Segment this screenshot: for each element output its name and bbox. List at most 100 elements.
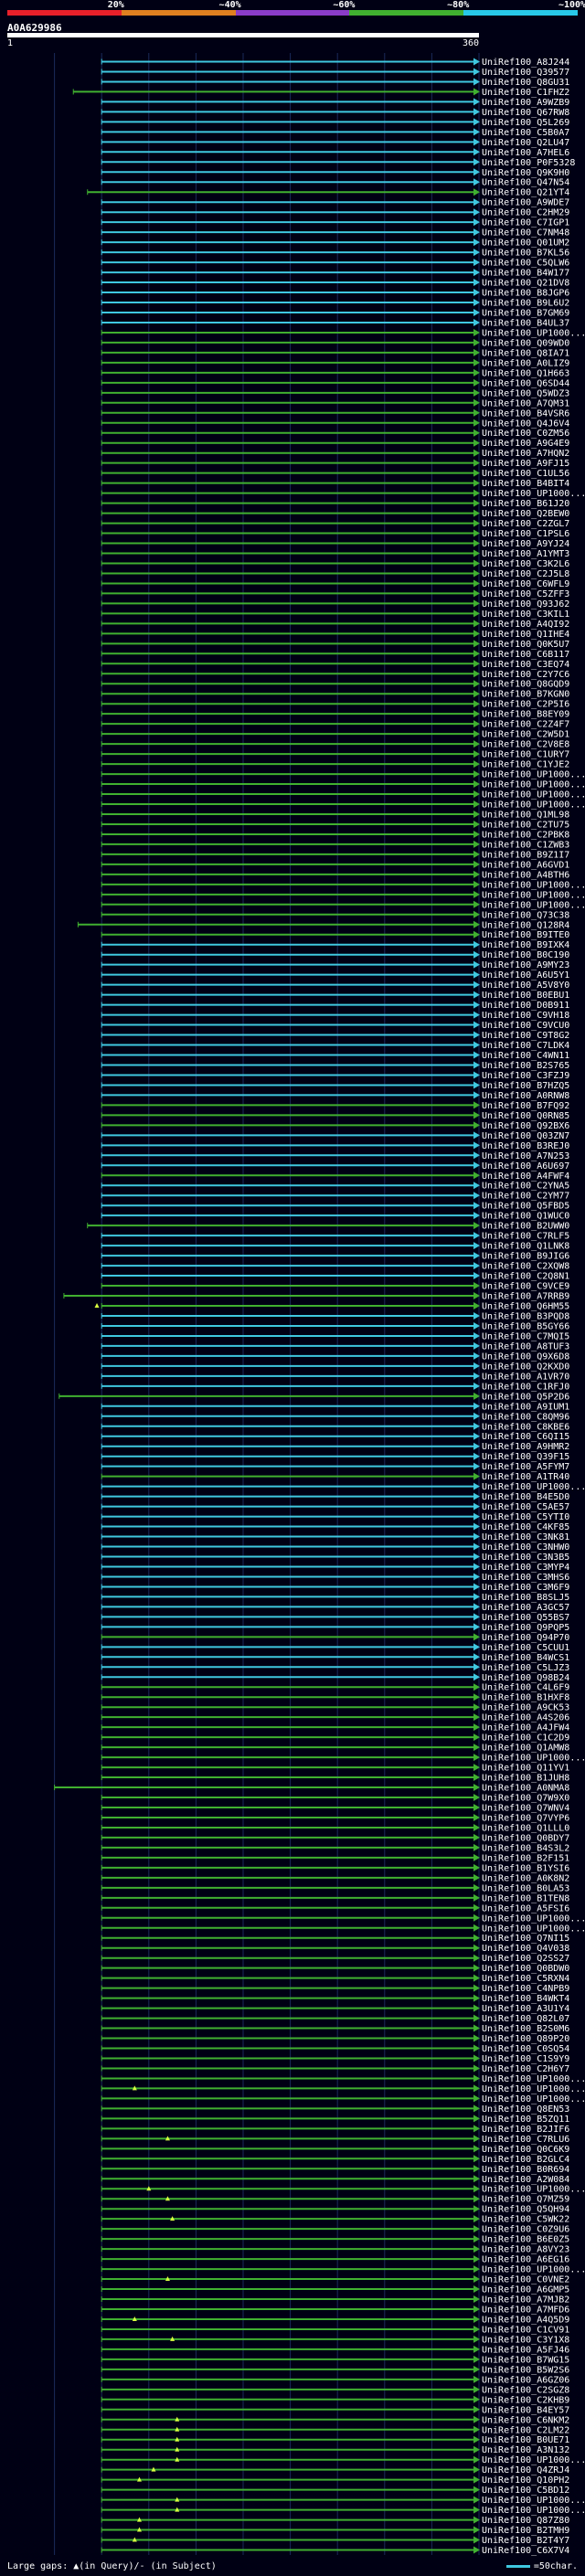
- hit-row[interactable]: UniRef100_C3N3B5: [101, 1553, 569, 1563]
- hit-row[interactable]: UniRef100_B5W2S6: [101, 2365, 569, 2375]
- hit-label[interactable]: UniRef100_Q93J62: [482, 599, 569, 610]
- hit-label[interactable]: UniRef100_Q9K9H0: [482, 168, 569, 178]
- hit-label[interactable]: UniRef100_B1HXF8: [482, 1693, 569, 1703]
- hit-label[interactable]: UniRef100_Q98B24: [482, 1673, 569, 1683]
- hit-label[interactable]: UniRef100_B4BIT4: [482, 479, 569, 489]
- hit-row[interactable]: UniRef100_UP1000...: [101, 2455, 585, 2465]
- hit-row[interactable]: UniRef100_C7RLF5: [101, 1232, 569, 1242]
- hit-row[interactable]: UniRef100_Q0BDY7: [101, 1833, 569, 1843]
- hit-label[interactable]: UniRef100_A0RNW8: [482, 1091, 569, 1101]
- hit-label[interactable]: UniRef100_C1URY7: [482, 750, 569, 760]
- hit-label[interactable]: UniRef100_A9CK53: [482, 1703, 569, 1713]
- hit-label[interactable]: UniRef100_C2W5D1: [482, 730, 569, 740]
- hit-row[interactable]: UniRef100_Q7NI15: [101, 1934, 569, 1944]
- hit-label[interactable]: UniRef100_C2ZGL7: [482, 519, 569, 529]
- hit-label[interactable]: UniRef100_UP1000...: [482, 780, 585, 790]
- hit-label[interactable]: UniRef100_Q0BDW0: [482, 1964, 569, 1974]
- hit-label[interactable]: UniRef100_UP1000...: [482, 1924, 585, 1934]
- hit-row[interactable]: UniRef100_A9IUM1: [101, 1402, 569, 1412]
- hit-row[interactable]: UniRef100_C5CUU1: [101, 1643, 569, 1653]
- hit-row[interactable]: UniRef100_B1TEN8: [101, 1893, 569, 1903]
- hit-label[interactable]: UniRef100_B7FQ92: [482, 1101, 569, 1111]
- hit-row[interactable]: UniRef100_A4Q5D9: [101, 2315, 569, 2325]
- hit-row[interactable]: UniRef100_Q94P70: [101, 1633, 569, 1643]
- hit-row[interactable]: UniRef100_A0NMA8: [54, 1784, 570, 1794]
- hit-row[interactable]: UniRef100_C6WFL9: [101, 579, 569, 589]
- hit-label[interactable]: UniRef100_B0LA53: [482, 1883, 569, 1893]
- hit-row[interactable]: UniRef100_Q87Z80: [101, 2516, 569, 2526]
- hit-row[interactable]: UniRef100_Q03ZN7: [101, 1131, 569, 1141]
- hit-label[interactable]: UniRef100_Q01UM2: [482, 239, 569, 249]
- hit-row[interactable]: UniRef100_B3PQD8: [101, 1311, 569, 1321]
- hit-label[interactable]: UniRef100_A7MFD6: [482, 2305, 569, 2315]
- hit-row[interactable]: UniRef100_C9T8G2: [101, 1031, 569, 1041]
- hit-row[interactable]: UniRef100_B2UWW0: [87, 1222, 570, 1232]
- hit-row[interactable]: UniRef100_C0VNE2: [101, 2275, 569, 2285]
- hit-row[interactable]: UniRef100_Q9PQP5: [101, 1623, 569, 1633]
- hit-label[interactable]: UniRef100_A5FJ46: [482, 2345, 569, 2355]
- hit-label[interactable]: UniRef100_A2W084: [482, 2175, 569, 2185]
- hit-row[interactable]: UniRef100_C3NK81: [101, 1532, 569, 1542]
- hit-label[interactable]: UniRef100_B8EY09: [482, 710, 569, 720]
- hit-label[interactable]: UniRef100_A1TR40: [482, 1472, 569, 1482]
- hit-label[interactable]: UniRef100_B5GY66: [482, 1321, 569, 1331]
- hit-label[interactable]: UniRef100_C4NPB9: [482, 1984, 569, 1994]
- hit-label[interactable]: UniRef100_C5YTI0: [482, 1512, 569, 1522]
- hit-label[interactable]: UniRef100_C6QI15: [482, 1432, 569, 1442]
- hit-row[interactable]: UniRef100_A5V8Y0: [101, 981, 569, 991]
- hit-row[interactable]: UniRef100_Q1LLL0: [101, 1823, 569, 1833]
- hit-row[interactable]: UniRef100_Q1AMW8: [101, 1744, 569, 1754]
- hit-label[interactable]: UniRef100_A4QI92: [482, 620, 569, 630]
- hit-label[interactable]: UniRef100_Q0RN85: [482, 1111, 569, 1121]
- hit-row[interactable]: UniRef100_B4WCS1: [101, 1653, 569, 1663]
- hit-row[interactable]: UniRef100_UP1000...: [101, 1924, 585, 1934]
- hit-label[interactable]: UniRef100_C2YM77: [482, 1192, 569, 1202]
- hit-row[interactable]: UniRef100_C1S9Y9: [101, 2054, 569, 2064]
- hit-row[interactable]: UniRef100_B4W177: [101, 269, 569, 279]
- hit-label[interactable]: UniRef100_Q2SS27: [482, 1954, 569, 1964]
- hit-label[interactable]: UniRef100_C5RXN4: [482, 1974, 569, 1984]
- hit-label[interactable]: UniRef100_UP1000...: [482, 1482, 585, 1492]
- hit-row[interactable]: UniRef100_C7MQI5: [101, 1331, 569, 1341]
- hit-row[interactable]: UniRef100_A3N132: [101, 2445, 569, 2455]
- hit-row[interactable]: UniRef100_A5FYM7: [101, 1462, 569, 1472]
- hit-row[interactable]: UniRef100_B4VSR6: [101, 408, 569, 419]
- hit-row[interactable]: UniRef100_B5ZQ11: [101, 2115, 569, 2125]
- hit-row[interactable]: UniRef100_A6GZ06: [101, 2375, 569, 2385]
- hit-row[interactable]: UniRef100_A9CK53: [101, 1703, 569, 1713]
- hit-row[interactable]: UniRef100_C7RLU6: [101, 2135, 569, 2145]
- hit-label[interactable]: UniRef100_A6U697: [482, 1161, 569, 1171]
- hit-row[interactable]: UniRef100_C1ZWB3: [101, 840, 569, 850]
- hit-label[interactable]: UniRef100_B7GM69: [482, 308, 569, 318]
- hit-label[interactable]: UniRef100_C6X7V4: [482, 2546, 569, 2556]
- hit-row[interactable]: UniRef100_Q2KXD0: [101, 1362, 569, 1372]
- hit-label[interactable]: UniRef100_B4VSR6: [482, 408, 569, 419]
- hit-row[interactable]: UniRef100_UP1000...: [101, 328, 585, 338]
- hit-row[interactable]: UniRef100_A7HQN2: [101, 449, 569, 459]
- hit-row[interactable]: UniRef100_Q67RW8: [101, 108, 569, 118]
- hit-row[interactable]: UniRef100_A4FWF4: [101, 1171, 569, 1182]
- hit-label[interactable]: UniRef100_Q89P20: [482, 2034, 569, 2044]
- hit-label[interactable]: UniRef100_C7IGP1: [482, 218, 569, 228]
- hit-label[interactable]: UniRef100_Q5L269: [482, 118, 569, 128]
- hit-row[interactable]: UniRef100_Q4J6V4: [101, 419, 569, 429]
- hit-row[interactable]: UniRef100_B2JIF6: [101, 2125, 569, 2135]
- hit-label[interactable]: UniRef100_C4L6F9: [482, 1683, 569, 1693]
- hit-row[interactable]: UniRef100_A6GMP5: [101, 2285, 569, 2295]
- hit-label[interactable]: UniRef100_B2UWW0: [482, 1222, 569, 1232]
- hit-row[interactable]: UniRef100_Q5L269: [101, 118, 569, 128]
- hit-label[interactable]: UniRef100_C3N3B5: [482, 1553, 569, 1563]
- hit-label[interactable]: UniRef100_C2Y7C6: [482, 670, 569, 680]
- hit-row[interactable]: UniRef100_Q5P2D6: [58, 1392, 570, 1402]
- hit-row[interactable]: UniRef100_C5AE57: [101, 1502, 569, 1512]
- hit-label[interactable]: UniRef100_C5QLW6: [482, 259, 569, 269]
- hit-label[interactable]: UniRef100_A4Q5D9: [482, 2315, 569, 2325]
- hit-label[interactable]: UniRef100_Q8EN53: [482, 2104, 569, 2115]
- hit-label[interactable]: UniRef100_UP1000...: [482, 2084, 585, 2094]
- hit-label[interactable]: UniRef100_C3M6F9: [482, 1583, 569, 1593]
- hit-row[interactable]: UniRef100_C1PSL6: [101, 529, 569, 539]
- hit-row[interactable]: UniRef100_C2V8E8: [101, 740, 569, 750]
- hit-row[interactable]: UniRef100_Q8EN53: [101, 2104, 569, 2115]
- hit-row[interactable]: UniRef100_B2T4Y7: [101, 2536, 569, 2546]
- hit-row[interactable]: UniRef100_Q4ZRJ4: [101, 2465, 569, 2475]
